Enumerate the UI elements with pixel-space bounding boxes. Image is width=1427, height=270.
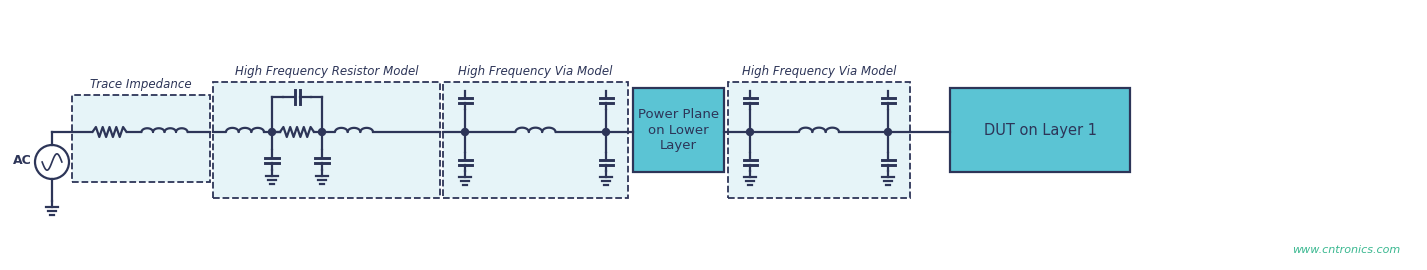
Circle shape bbox=[268, 129, 275, 136]
Bar bbox=[213, 82, 440, 198]
Circle shape bbox=[602, 129, 609, 136]
Text: High Frequency Resistor Model: High Frequency Resistor Model bbox=[235, 65, 418, 78]
FancyBboxPatch shape bbox=[634, 88, 723, 172]
Text: Trace Impedance: Trace Impedance bbox=[90, 78, 191, 91]
Circle shape bbox=[746, 129, 753, 136]
Bar bbox=[442, 82, 628, 198]
Bar bbox=[71, 95, 210, 182]
Text: High Frequency Via Model: High Frequency Via Model bbox=[742, 65, 896, 78]
Text: High Frequency Via Model: High Frequency Via Model bbox=[458, 65, 612, 78]
FancyBboxPatch shape bbox=[950, 88, 1130, 172]
Bar bbox=[728, 82, 910, 198]
Bar bbox=[728, 82, 910, 198]
Bar bbox=[71, 95, 210, 182]
Text: www.cntronics.com: www.cntronics.com bbox=[1291, 245, 1400, 255]
Bar bbox=[442, 82, 628, 198]
Bar bbox=[213, 82, 440, 198]
Circle shape bbox=[461, 129, 468, 136]
Text: Power Plane
on Lower
Layer: Power Plane on Lower Layer bbox=[638, 109, 719, 151]
Text: DUT on Layer 1: DUT on Layer 1 bbox=[983, 123, 1096, 137]
Circle shape bbox=[885, 129, 892, 136]
Text: AC: AC bbox=[13, 154, 31, 167]
Circle shape bbox=[318, 129, 325, 136]
